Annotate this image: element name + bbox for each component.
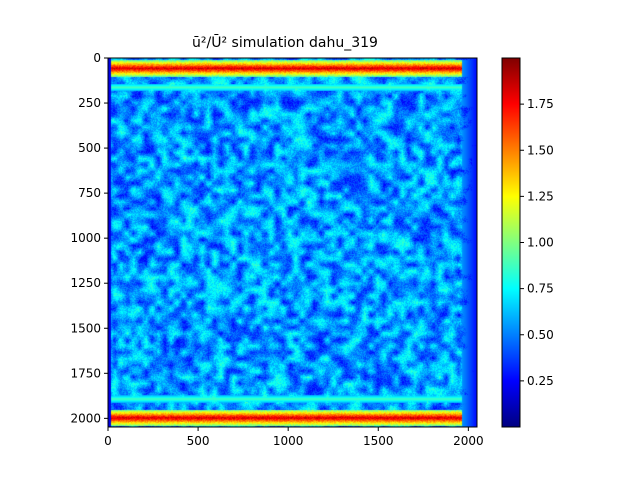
colorbar-tick-label: 1.00 bbox=[527, 236, 554, 250]
colorbar-tick-label: 1.25 bbox=[527, 189, 554, 203]
x-tick-label: 0 bbox=[104, 434, 112, 448]
x-tick-label: 2000 bbox=[453, 434, 484, 448]
chart-title: ū²/Ū² simulation dahu_319 bbox=[192, 34, 378, 51]
heatmap-image bbox=[108, 58, 477, 427]
y-tick-label: 1000 bbox=[70, 231, 101, 245]
y-axis: 0 250 500 750 1000 1250 1500 1750 2000 bbox=[70, 51, 108, 425]
colorbar-tick-label: 0.50 bbox=[527, 328, 554, 342]
y-tick-label: 1750 bbox=[70, 366, 101, 380]
colorbar-gradient bbox=[502, 58, 520, 427]
y-tick-label: 750 bbox=[78, 186, 101, 200]
y-tick-label: 1500 bbox=[70, 321, 101, 335]
colorbar: 0.25 0.50 0.75 1.00 1.25 1.50 1.75 bbox=[501, 57, 554, 428]
heatmap-plot bbox=[107, 57, 478, 428]
x-tick-label: 1500 bbox=[363, 434, 394, 448]
y-tick-label: 2000 bbox=[70, 411, 101, 425]
plot-frame bbox=[107, 57, 478, 428]
x-tick-label: 500 bbox=[187, 434, 210, 448]
colorbar-tick-label: 0.75 bbox=[527, 282, 554, 296]
y-tick-label: 500 bbox=[78, 141, 101, 155]
y-tick-label: 0 bbox=[93, 51, 101, 65]
y-tick-label: 250 bbox=[78, 96, 101, 110]
colorbar-tick-label: 0.25 bbox=[527, 374, 554, 388]
colorbar-tick-label: 1.50 bbox=[527, 143, 554, 157]
colorbar-ticks: 0.25 0.50 0.75 1.00 1.25 1.50 1.75 bbox=[520, 97, 554, 388]
y-tick-label: 1250 bbox=[70, 276, 101, 290]
x-tick-label: 1000 bbox=[273, 434, 304, 448]
x-axis: 0 500 1000 1500 2000 bbox=[104, 427, 484, 448]
colorbar-tick-label: 1.75 bbox=[527, 97, 554, 111]
